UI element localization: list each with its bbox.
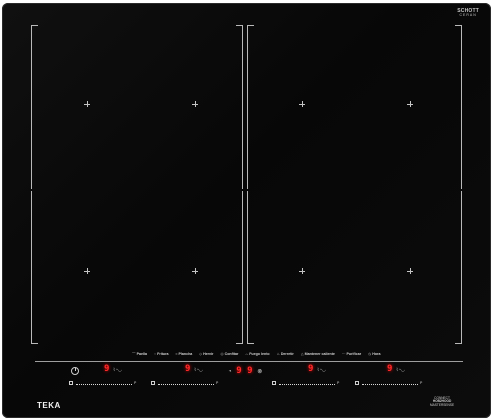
function-fritura-button[interactable]: ◌ Fritura [153, 352, 169, 356]
zone-function-icons[interactable]: ⌇◔◡ [396, 367, 405, 372]
function-plancha-button[interactable]: ≈ Plancha [175, 352, 193, 356]
timer-right-icon[interactable]: ⊗ [257, 369, 263, 375]
function-labels-row: ⌒ Paella ◌ Fritura ≈ Plancha ◇ Hervir ◎ … [132, 352, 386, 357]
zone-center-marker [84, 268, 90, 274]
power-slider-zone-2[interactable] [158, 384, 214, 386]
power-slider-zone-1[interactable] [76, 384, 132, 386]
slider-left-end-square[interactable] [151, 381, 155, 385]
zone-right-bracket-right-bottom [455, 191, 462, 344]
glass-maker-line2: CERAN [459, 13, 477, 17]
glass-maker-logo: SCHOTT CERAN [457, 9, 479, 18]
slider-left-end-square[interactable] [272, 381, 276, 385]
zone-level-display: 9 [308, 364, 314, 374]
function-paella-button[interactable]: ⌒ Paella [132, 352, 147, 356]
zone-center-marker [299, 101, 305, 107]
slider-max-label: P [216, 381, 219, 385]
badge-line3: MASTERSENSE [430, 402, 455, 407]
power-slider-zone-4[interactable] [362, 384, 418, 386]
zone-center-marker [192, 101, 198, 107]
zone-left-bracket-right-top [236, 25, 243, 189]
induction-hob-glass: SCHOTT CERAN ⌒ Paella ◌ Fritura ≈ Planch… [2, 3, 491, 418]
zone-level-display: 9 [387, 364, 393, 374]
slider-max-label: P [134, 381, 137, 385]
slider-max-label: P [420, 381, 423, 385]
zone-level-display: 9 [185, 364, 191, 374]
function-hervir-button[interactable]: ◇ Hervir [199, 352, 214, 356]
slider-left-end-square[interactable] [355, 381, 359, 385]
brand-logo: TEKA [37, 401, 61, 410]
zone-function-icons[interactable]: ⌇◔◡ [113, 367, 122, 372]
zone-center-marker [407, 268, 413, 274]
control-panel-divider [35, 361, 463, 362]
zone-function-icons[interactable]: ⌇◔◡ [317, 367, 326, 372]
feature-badge: CONNECT HOB2HOOD MASTERSENSE [430, 396, 455, 407]
timer-left-icon[interactable]: ◔ [228, 369, 232, 375]
timer-display: ◔ 9 9 ⊗ [228, 366, 262, 376]
zone-level-display: 9 [104, 364, 110, 374]
zone-front-left-bracket-left [31, 25, 38, 189]
function-derretir-button[interactable]: ♨ Derretir [276, 352, 294, 356]
zone-center-marker [407, 101, 413, 107]
zone-right-bracket-left-bottom [247, 191, 254, 344]
zone-rear-left-bracket-left [31, 191, 38, 344]
function-confitar-button[interactable]: ◎ Confitar [220, 352, 239, 356]
zone-right-bracket-right-top [455, 25, 462, 189]
badge-line2: HOB2HOOD [432, 399, 452, 404]
zone-left-bracket-right-bottom [236, 191, 243, 344]
function-mantener-caliente-button[interactable]: △ Mantener caliente [300, 352, 335, 356]
power-slider-zone-3[interactable] [279, 384, 335, 386]
glass-maker-line1: SCHOTT [457, 8, 479, 14]
zone-center-marker [84, 101, 90, 107]
power-icon[interactable] [71, 367, 79, 375]
function-purificar-button[interactable]: ⋯ Purificar [341, 352, 362, 356]
zone-center-marker [192, 268, 198, 274]
badge-line1: CONNECT [434, 396, 450, 400]
slider-max-label: P [337, 381, 340, 385]
zone-right-bracket-left-top [247, 25, 254, 189]
function-hora-button[interactable]: ◷ Hora [368, 352, 381, 356]
zone-center-marker [299, 268, 305, 274]
slider-left-end-square[interactable] [69, 381, 73, 385]
function-fuego-lento-button[interactable]: ⌓ Fuego lento [245, 352, 270, 356]
zone-function-icons[interactable]: ⌇◔◡ [194, 367, 203, 372]
timer-digits: 9 9 [236, 366, 253, 376]
